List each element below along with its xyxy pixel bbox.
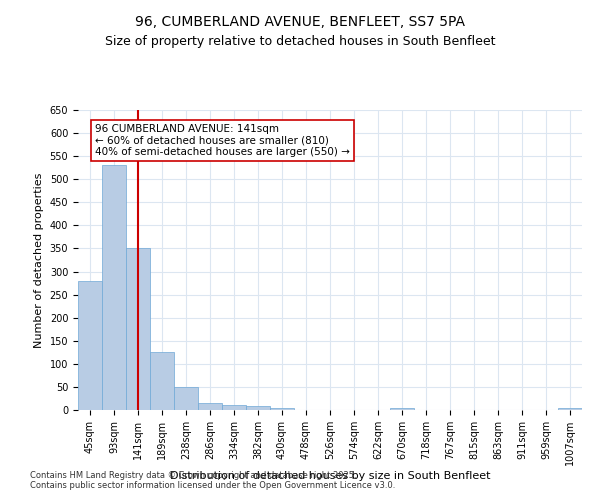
Bar <box>222 406 246 410</box>
Bar <box>150 352 174 410</box>
Text: 96 CUMBERLAND AVENUE: 141sqm
← 60% of detached houses are smaller (810)
40% of s: 96 CUMBERLAND AVENUE: 141sqm ← 60% of de… <box>95 124 350 157</box>
Bar <box>78 281 102 410</box>
Bar <box>558 408 582 410</box>
Text: Contains HM Land Registry data © Crown copyright and database right 2025.
Contai: Contains HM Land Registry data © Crown c… <box>30 470 395 490</box>
Bar <box>270 408 294 410</box>
Text: 96, CUMBERLAND AVENUE, BENFLEET, SS7 5PA: 96, CUMBERLAND AVENUE, BENFLEET, SS7 5PA <box>135 15 465 29</box>
Bar <box>174 387 198 410</box>
X-axis label: Distribution of detached houses by size in South Benfleet: Distribution of detached houses by size … <box>170 470 490 480</box>
Y-axis label: Number of detached properties: Number of detached properties <box>34 172 44 348</box>
Bar <box>198 403 222 410</box>
Text: Size of property relative to detached houses in South Benfleet: Size of property relative to detached ho… <box>105 35 495 48</box>
Bar <box>102 166 126 410</box>
Bar <box>390 408 414 410</box>
Bar <box>126 248 150 410</box>
Bar <box>246 406 270 410</box>
